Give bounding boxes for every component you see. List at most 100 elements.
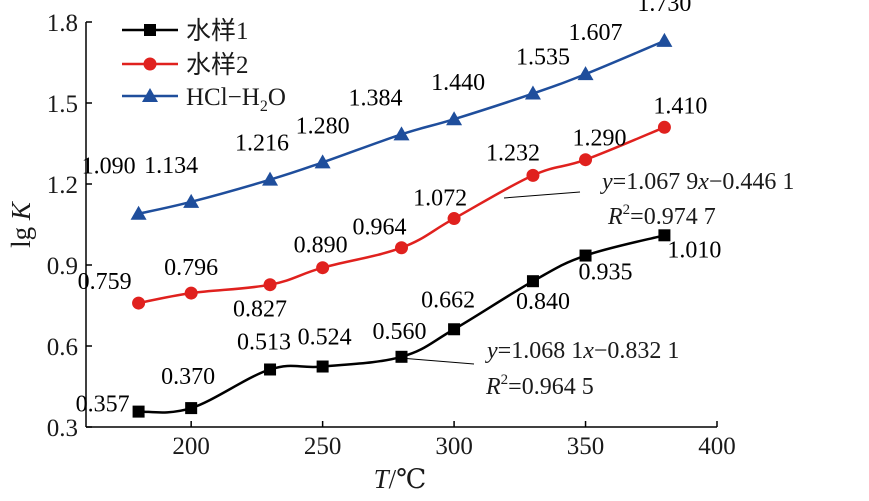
data-label: 0.890	[294, 233, 348, 259]
legend-marker-circle-icon	[143, 57, 157, 71]
fit-eq-2-var2: x	[582, 338, 594, 364]
legend-item-series-3: HCl−H2O	[122, 84, 286, 115]
data-point-square	[526, 275, 539, 288]
legend-label-series-3-sub: 2	[260, 98, 268, 115]
legend-label-series-3: HCl−H2O	[186, 84, 286, 115]
data-label: 0.524	[298, 325, 352, 351]
data-point-triangle	[130, 205, 147, 220]
y-tick-label: 0.6	[47, 334, 78, 361]
data-label: 1.280	[296, 113, 350, 139]
y-tick-label: 1.2	[47, 172, 78, 199]
fit-r2-1-sup: 2	[623, 202, 631, 218]
data-point-circle	[579, 153, 593, 167]
x-ticks: 200 250 300 350 400	[172, 421, 736, 460]
fit-eq-2-mid: =1.068 1	[498, 338, 584, 364]
legend-item-series-1: 水样1	[122, 17, 249, 45]
y-ticks: 0.3 0.6 0.9 1.2 1.5 1.8	[47, 10, 92, 442]
data-point-circle	[184, 286, 198, 300]
data-label: 0.964	[353, 215, 407, 241]
x-tick-label: 200	[172, 433, 210, 460]
data-point-square	[658, 229, 671, 242]
data-point-square	[316, 360, 329, 373]
data-label: 1.232	[486, 140, 540, 166]
fit-r2-1: R2=0.974 7	[607, 202, 716, 230]
x-axis-title: T/℃	[374, 464, 427, 494]
data-point-square	[448, 323, 461, 336]
data-point-square	[395, 350, 408, 363]
series-layer	[130, 32, 673, 418]
data-label: 0.827	[233, 297, 287, 323]
legend-label-series-3-tail: O	[268, 84, 286, 111]
data-point-square	[185, 402, 198, 415]
data-label: 1.010	[667, 237, 721, 263]
fit-r2-2-val: =0.964 5	[508, 374, 594, 400]
data-point-triangle	[524, 85, 541, 100]
y-tick-label: 1.8	[47, 10, 78, 37]
series-3	[130, 32, 673, 220]
fit-annotations: y=1.067 9x−0.446 1 R2=0.974 7 y=1.068 1x…	[399, 169, 794, 400]
data-label: 1.730	[637, 0, 691, 17]
data-point-circle	[395, 241, 408, 255]
x-tick-label: 350	[567, 433, 605, 460]
fit-r2-2-var: R	[485, 374, 501, 400]
data-label: 1.290	[573, 126, 627, 152]
data-point-triangle	[446, 111, 463, 126]
fit-eq-2-var: y	[485, 338, 498, 364]
legend-marker-triangle-icon	[142, 88, 158, 102]
y-tick-label: 0.9	[47, 253, 78, 280]
fit-eq-1-var: y	[600, 169, 613, 195]
legend-label-series-1: 水样1	[186, 17, 249, 45]
data-point-circle	[526, 168, 540, 182]
data-point-circle	[132, 296, 146, 310]
data-label: 0.370	[161, 364, 215, 390]
x-axis-unit: /℃	[389, 464, 427, 494]
legend: 水样1 水样2 HCl−H2O	[122, 17, 286, 115]
data-label: 1.072	[413, 186, 467, 212]
data-label: 1.410	[653, 93, 707, 119]
data-label: 1.216	[235, 131, 289, 157]
y-axis-title: lg K	[6, 200, 36, 248]
data-label: 0.560	[373, 319, 427, 345]
fit-leader-line-2	[399, 357, 475, 365]
y-tick-label: 1.5	[47, 91, 78, 118]
data-label: 1.384	[349, 85, 403, 111]
x-tick-label: 400	[698, 433, 736, 460]
series-2	[132, 120, 671, 310]
data-point-square	[132, 405, 145, 418]
data-label: 1.090	[82, 154, 136, 180]
fit-r2-2-sup: 2	[501, 372, 509, 388]
data-labels-layer: 0.357 0.370 0.513 0.524 0.560 0.662 0.840 0.935…	[76, 0, 722, 418]
legend-label-series-3-main: HCl−H	[186, 84, 260, 111]
data-point-circle	[657, 120, 671, 134]
data-point-triangle	[577, 66, 594, 81]
data-label: 0.935	[579, 260, 633, 286]
fit-eq-2-tail: −0.832 1	[594, 338, 680, 364]
data-point-triangle	[183, 193, 200, 208]
data-label: 0.796	[164, 255, 218, 281]
data-point-triangle	[656, 32, 673, 47]
y-axis-var: K	[6, 200, 36, 221]
fit-leader-line-1	[503, 191, 581, 199]
data-point-triangle	[314, 154, 331, 169]
data-label: 0.840	[516, 289, 570, 315]
fit-equation-2: y=1.068 1x−0.832 1	[485, 338, 679, 364]
data-point-circle	[447, 212, 461, 226]
fit-eq-1-mid: =1.067 9	[613, 169, 699, 195]
data-point-square	[579, 249, 592, 262]
legend-marker-square-icon	[144, 24, 156, 36]
data-label: 1.440	[431, 70, 485, 96]
data-point-triangle	[262, 171, 279, 186]
data-label: 1.134	[144, 153, 198, 179]
x-tick-label: 300	[435, 433, 473, 460]
axes: 200 250 300 350 400 0.3 0.6 0.9 1.2 1.5 1.8	[47, 10, 736, 460]
fit-r2-1-val: =0.974 7	[630, 204, 716, 230]
fit-eq-1-var2: x	[697, 169, 709, 195]
data-label: 1.607	[569, 20, 623, 46]
data-point-circle	[263, 278, 277, 292]
series-1	[132, 229, 671, 418]
data-label: 1.535	[516, 45, 570, 71]
data-label: 0.357	[76, 392, 130, 418]
data-label: 0.662	[421, 287, 475, 313]
data-point-triangle	[393, 126, 410, 141]
